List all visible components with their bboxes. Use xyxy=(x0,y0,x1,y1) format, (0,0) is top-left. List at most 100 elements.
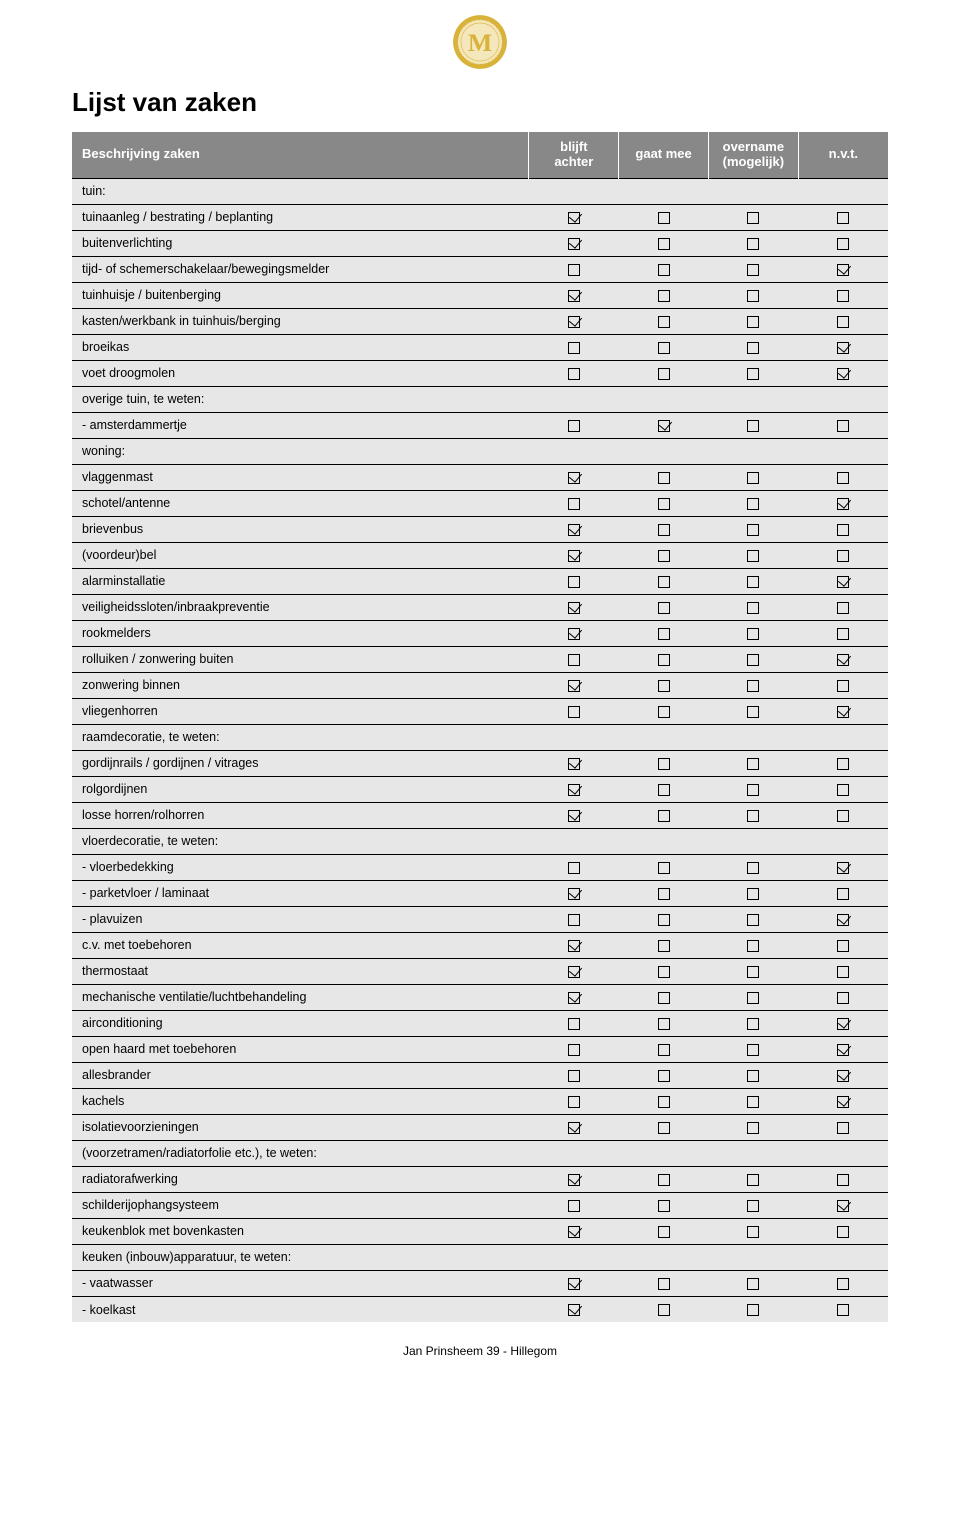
checkbox-empty-icon[interactable] xyxy=(747,862,759,874)
checkbox-empty-icon[interactable] xyxy=(568,368,580,380)
checkbox-empty-icon[interactable] xyxy=(837,1122,849,1134)
checkbox-empty-icon[interactable] xyxy=(747,550,759,562)
checkbox-empty-icon[interactable] xyxy=(658,1278,670,1290)
checkbox-empty-icon[interactable] xyxy=(568,576,580,588)
checkbox-checked-icon[interactable] xyxy=(837,576,849,588)
checkbox-empty-icon[interactable] xyxy=(837,1304,849,1316)
checkbox-empty-icon[interactable] xyxy=(658,1018,670,1030)
checkbox-empty-icon[interactable] xyxy=(837,602,849,614)
checkbox-empty-icon[interactable] xyxy=(568,264,580,276)
checkbox-empty-icon[interactable] xyxy=(658,654,670,666)
checkbox-checked-icon[interactable] xyxy=(568,472,580,484)
checkbox-empty-icon[interactable] xyxy=(837,784,849,796)
checkbox-empty-icon[interactable] xyxy=(568,654,580,666)
checkbox-checked-icon[interactable] xyxy=(568,316,580,328)
checkbox-empty-icon[interactable] xyxy=(658,1174,670,1186)
checkbox-checked-icon[interactable] xyxy=(837,368,849,380)
checkbox-empty-icon[interactable] xyxy=(837,1278,849,1290)
checkbox-empty-icon[interactable] xyxy=(568,420,580,432)
checkbox-empty-icon[interactable] xyxy=(747,914,759,926)
checkbox-empty-icon[interactable] xyxy=(747,1226,759,1238)
checkbox-checked-icon[interactable] xyxy=(568,784,580,796)
checkbox-empty-icon[interactable] xyxy=(837,316,849,328)
checkbox-empty-icon[interactable] xyxy=(658,1096,670,1108)
checkbox-empty-icon[interactable] xyxy=(747,212,759,224)
checkbox-empty-icon[interactable] xyxy=(837,212,849,224)
checkbox-checked-icon[interactable] xyxy=(568,680,580,692)
checkbox-empty-icon[interactable] xyxy=(837,524,849,536)
checkbox-empty-icon[interactable] xyxy=(747,628,759,640)
checkbox-empty-icon[interactable] xyxy=(658,524,670,536)
checkbox-checked-icon[interactable] xyxy=(568,602,580,614)
checkbox-empty-icon[interactable] xyxy=(658,914,670,926)
checkbox-empty-icon[interactable] xyxy=(568,862,580,874)
checkbox-empty-icon[interactable] xyxy=(747,576,759,588)
checkbox-empty-icon[interactable] xyxy=(658,862,670,874)
checkbox-empty-icon[interactable] xyxy=(658,498,670,510)
checkbox-empty-icon[interactable] xyxy=(658,1304,670,1316)
checkbox-empty-icon[interactable] xyxy=(747,602,759,614)
checkbox-empty-icon[interactable] xyxy=(747,966,759,978)
checkbox-checked-icon[interactable] xyxy=(568,550,580,562)
checkbox-checked-icon[interactable] xyxy=(837,1200,849,1212)
checkbox-empty-icon[interactable] xyxy=(747,1044,759,1056)
checkbox-checked-icon[interactable] xyxy=(837,498,849,510)
checkbox-empty-icon[interactable] xyxy=(658,264,670,276)
checkbox-empty-icon[interactable] xyxy=(658,368,670,380)
checkbox-empty-icon[interactable] xyxy=(837,420,849,432)
checkbox-checked-icon[interactable] xyxy=(568,1304,580,1316)
checkbox-empty-icon[interactable] xyxy=(658,472,670,484)
checkbox-checked-icon[interactable] xyxy=(837,654,849,666)
checkbox-empty-icon[interactable] xyxy=(747,1200,759,1212)
checkbox-checked-icon[interactable] xyxy=(568,940,580,952)
checkbox-empty-icon[interactable] xyxy=(837,1174,849,1186)
checkbox-empty-icon[interactable] xyxy=(658,550,670,562)
checkbox-checked-icon[interactable] xyxy=(568,628,580,640)
checkbox-empty-icon[interactable] xyxy=(747,1122,759,1134)
checkbox-checked-icon[interactable] xyxy=(837,1018,849,1030)
checkbox-empty-icon[interactable] xyxy=(837,966,849,978)
checkbox-empty-icon[interactable] xyxy=(747,940,759,952)
checkbox-empty-icon[interactable] xyxy=(747,524,759,536)
checkbox-checked-icon[interactable] xyxy=(837,1096,849,1108)
checkbox-checked-icon[interactable] xyxy=(568,810,580,822)
checkbox-empty-icon[interactable] xyxy=(747,264,759,276)
checkbox-checked-icon[interactable] xyxy=(837,1044,849,1056)
checkbox-empty-icon[interactable] xyxy=(837,888,849,900)
checkbox-empty-icon[interactable] xyxy=(747,472,759,484)
checkbox-empty-icon[interactable] xyxy=(658,602,670,614)
checkbox-checked-icon[interactable] xyxy=(837,342,849,354)
checkbox-empty-icon[interactable] xyxy=(747,1070,759,1082)
checkbox-empty-icon[interactable] xyxy=(658,966,670,978)
checkbox-empty-icon[interactable] xyxy=(658,1200,670,1212)
checkbox-empty-icon[interactable] xyxy=(658,1044,670,1056)
checkbox-empty-icon[interactable] xyxy=(747,368,759,380)
checkbox-empty-icon[interactable] xyxy=(747,680,759,692)
checkbox-empty-icon[interactable] xyxy=(747,888,759,900)
checkbox-checked-icon[interactable] xyxy=(568,1226,580,1238)
checkbox-empty-icon[interactable] xyxy=(837,680,849,692)
checkbox-empty-icon[interactable] xyxy=(568,342,580,354)
checkbox-empty-icon[interactable] xyxy=(837,238,849,250)
checkbox-empty-icon[interactable] xyxy=(568,1018,580,1030)
checkbox-empty-icon[interactable] xyxy=(837,290,849,302)
checkbox-empty-icon[interactable] xyxy=(747,342,759,354)
checkbox-empty-icon[interactable] xyxy=(837,810,849,822)
checkbox-empty-icon[interactable] xyxy=(837,550,849,562)
checkbox-empty-icon[interactable] xyxy=(568,498,580,510)
checkbox-empty-icon[interactable] xyxy=(658,628,670,640)
checkbox-empty-icon[interactable] xyxy=(747,1096,759,1108)
checkbox-empty-icon[interactable] xyxy=(658,1070,670,1082)
checkbox-empty-icon[interactable] xyxy=(747,316,759,328)
checkbox-empty-icon[interactable] xyxy=(658,1226,670,1238)
checkbox-empty-icon[interactable] xyxy=(658,888,670,900)
checkbox-empty-icon[interactable] xyxy=(658,212,670,224)
checkbox-empty-icon[interactable] xyxy=(568,706,580,718)
checkbox-checked-icon[interactable] xyxy=(837,862,849,874)
checkbox-empty-icon[interactable] xyxy=(747,1174,759,1186)
checkbox-empty-icon[interactable] xyxy=(747,1304,759,1316)
checkbox-checked-icon[interactable] xyxy=(568,212,580,224)
checkbox-empty-icon[interactable] xyxy=(658,758,670,770)
checkbox-empty-icon[interactable] xyxy=(658,342,670,354)
checkbox-empty-icon[interactable] xyxy=(747,654,759,666)
